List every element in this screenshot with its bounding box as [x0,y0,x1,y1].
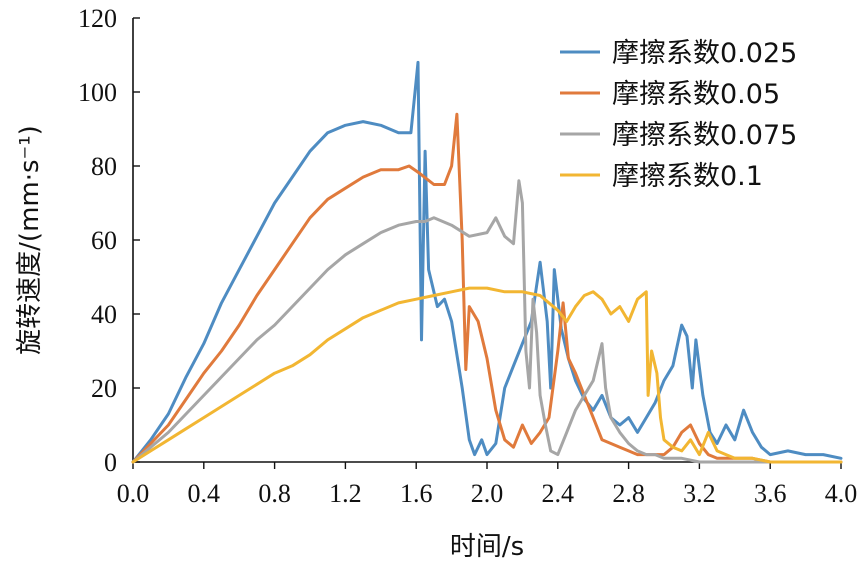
series-line-3 [131,286,843,464]
x-tick-label: 2.4 [542,479,575,508]
y-tick-label: 120 [78,4,117,33]
x-axis-title: 时间/s [450,532,524,562]
y-tick-label: 40 [91,300,117,329]
series-line-1 [131,112,843,464]
x-tick-label: 0.8 [258,479,291,508]
x-tick-label: 0.4 [188,479,221,508]
x-tick-label: 1.2 [329,479,362,508]
y-axis-title: 旋转速度/(mm·s⁻¹) [15,125,45,355]
y-tick-label: 60 [91,226,117,255]
legend-label-1: 摩擦系数0.05 [612,79,780,110]
ticks: 0.0 0.4 0.8 1.2 1.6 2.0 2.4 2.8 3.2 3.6 4.0 0 20 40 60… [78,4,857,508]
x-tick-label: 3.2 [683,479,716,508]
series-line-0 [131,60,843,464]
legend-label-2: 摩擦系数0.075 [612,120,797,151]
x-tick-label: 2.8 [612,479,645,508]
legend-label-0: 摩擦系数0.025 [612,38,797,69]
legend: 摩擦系数0.025 摩擦系数0.05 摩擦系数0.075 摩擦系数0.1 [560,38,797,192]
legend-label-3: 摩擦系数0.1 [612,161,763,192]
x-tick-label: 3.6 [754,479,787,508]
x-tick-label: 2.0 [471,479,504,508]
x-tick-label: 0.0 [117,479,150,508]
series-group [131,60,843,464]
y-tick-label: 100 [78,78,117,107]
y-tick-label: 0 [104,448,117,477]
x-tick-label: 4.0 [825,479,858,508]
series-line-2 [131,179,843,464]
y-tick-label: 20 [91,374,117,403]
y-tick-label: 80 [91,152,117,181]
x-tick-label: 1.6 [400,479,433,508]
